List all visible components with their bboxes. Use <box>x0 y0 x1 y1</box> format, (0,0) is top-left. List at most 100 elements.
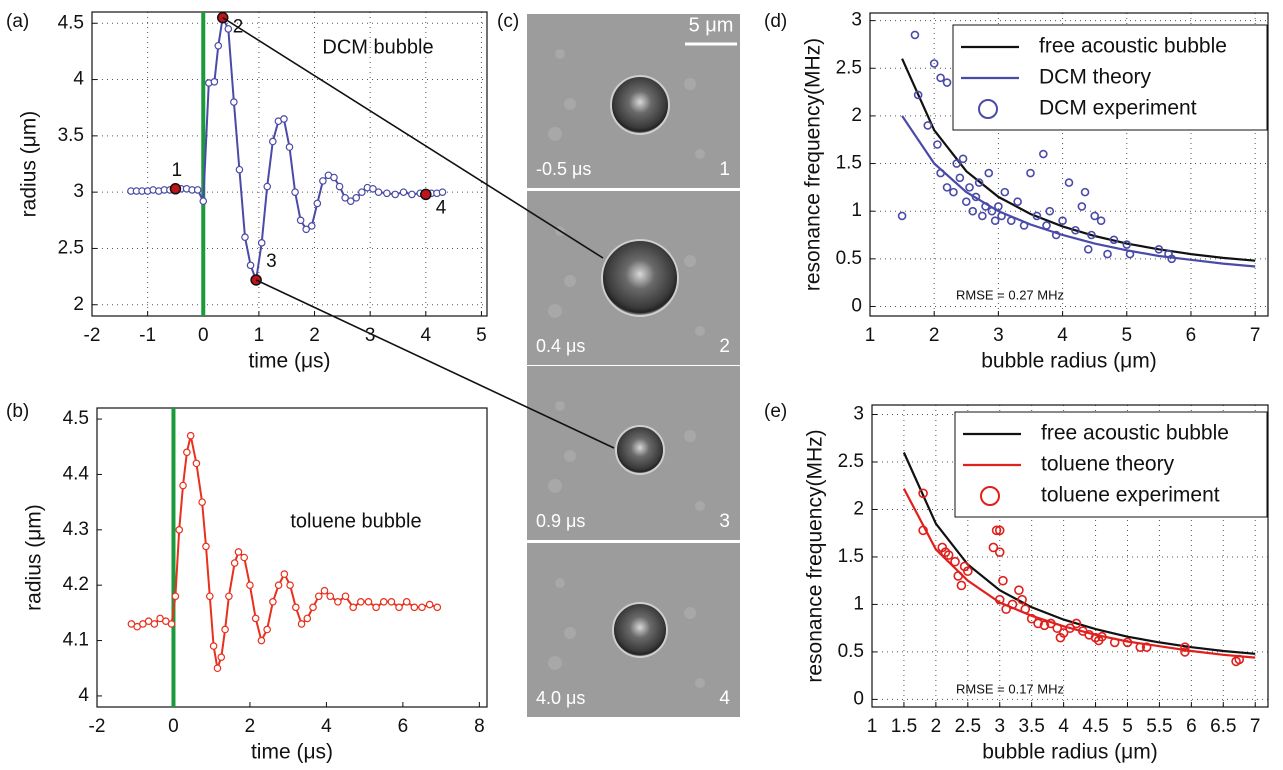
data-point <box>320 586 329 595</box>
x-tick-label: 5 <box>476 325 487 346</box>
speck <box>684 607 696 619</box>
x-tick-label: 7 <box>1250 325 1261 346</box>
data-point <box>213 664 222 673</box>
data-point <box>217 653 226 661</box>
data-point <box>257 239 266 247</box>
speck <box>555 578 565 588</box>
data-point <box>1064 178 1074 187</box>
data-point <box>1032 211 1042 221</box>
data-point <box>313 199 322 208</box>
x-tick-label: 6 <box>1186 716 1197 737</box>
y-tick-label: 4.5 <box>63 408 89 429</box>
data-point <box>150 620 159 628</box>
data-point <box>251 614 260 623</box>
data-point <box>314 592 323 601</box>
data-point <box>364 597 373 606</box>
x-axis-label: bubble radius (μm) <box>982 741 1158 764</box>
data-point <box>950 556 960 567</box>
data-point <box>952 159 961 168</box>
y-tick-label: 2 <box>73 294 84 315</box>
data-point <box>349 603 357 612</box>
data-point <box>1103 249 1112 259</box>
data-point <box>961 197 971 206</box>
image-frame: 4.0 μs 4 <box>527 543 740 717</box>
speck <box>564 275 576 287</box>
data-point <box>1109 637 1120 648</box>
data-point <box>425 600 434 609</box>
x-tick-label: 5 <box>1122 716 1133 737</box>
speck <box>548 479 562 493</box>
data-point <box>202 542 210 551</box>
data-point <box>994 525 1005 536</box>
legend-label: free acoustic bubble <box>1039 35 1227 58</box>
data-point <box>263 182 272 191</box>
speck <box>695 501 705 511</box>
data-point <box>319 177 327 185</box>
x-tick-label: 0 <box>198 325 209 346</box>
x-axis-label: bubble radius (μm) <box>981 350 1157 373</box>
y-tick-label: 2 <box>853 498 864 519</box>
speck <box>555 49 565 59</box>
y-tick-label: 4.4 <box>63 463 90 484</box>
data-point <box>269 137 277 146</box>
y-tick-label: 2 <box>851 105 862 126</box>
data-point <box>291 188 299 196</box>
y-tick-label: 1.5 <box>836 153 862 174</box>
data-point <box>953 571 964 581</box>
x-tick-label: 1 <box>865 325 876 346</box>
data-point <box>1039 620 1050 631</box>
x-tick-label: 2 <box>245 716 256 737</box>
speck <box>695 678 705 688</box>
speck <box>695 149 705 159</box>
data-point <box>1014 585 1024 595</box>
data-point <box>994 547 1005 558</box>
data-point <box>1096 216 1106 226</box>
x-tick-label: -2 <box>84 325 101 346</box>
speck <box>548 304 562 318</box>
y-tick-label: 3 <box>853 404 864 425</box>
data-point <box>968 206 978 216</box>
data-point <box>1045 206 1055 216</box>
data-point <box>408 190 416 199</box>
speck <box>695 326 705 336</box>
x-tick-label: 4 <box>1057 325 1068 346</box>
data-point <box>410 603 419 612</box>
y-tick-label: 4 <box>78 685 89 706</box>
data-point <box>1042 221 1051 230</box>
data-point <box>383 189 391 198</box>
y-tick-label: 4.2 <box>63 574 89 595</box>
plot-frame <box>96 407 488 708</box>
data-point <box>984 168 994 178</box>
data-point <box>346 197 355 205</box>
data-point <box>269 597 277 606</box>
y-tick-label: 2.5 <box>58 237 84 258</box>
x-tick-label: 6.5 <box>1210 716 1236 737</box>
data-point <box>183 448 191 457</box>
legend-label: DCM experiment <box>1039 97 1197 120</box>
x-tick-label: 7 <box>1250 716 1261 737</box>
data-point <box>1006 216 1016 226</box>
data-point <box>994 594 1005 605</box>
point-label: 1 <box>171 160 182 181</box>
annotation: DCM bubble <box>322 36 433 58</box>
data-point <box>341 193 349 202</box>
data-point <box>971 192 981 202</box>
data-point <box>240 553 249 562</box>
y-tick-label: 0 <box>851 295 862 316</box>
bubble <box>610 75 670 135</box>
data-point <box>167 620 176 628</box>
y-tick-label: 4 <box>73 69 84 90</box>
data-point <box>230 559 239 567</box>
speck <box>548 127 562 141</box>
data-point <box>936 73 945 83</box>
data-point <box>175 526 184 534</box>
data-point <box>224 25 233 33</box>
data-point <box>235 165 244 174</box>
legend-label: DCM theory <box>1039 66 1152 89</box>
data-point <box>263 625 271 634</box>
plot-frame <box>871 404 1269 708</box>
x-tick-label: 4 <box>421 325 432 346</box>
data-point <box>929 59 939 68</box>
connector <box>255 279 615 449</box>
